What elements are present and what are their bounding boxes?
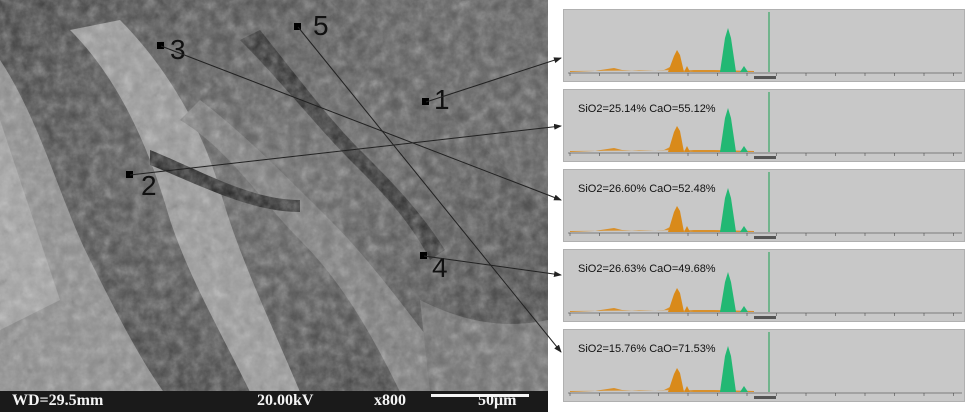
magnification: x800 [374, 392, 406, 409]
spectrum-ca-peak [668, 126, 684, 152]
spectrum-ca-peak [668, 288, 684, 312]
spectrum-plot [568, 12, 962, 79]
marker-label-4: 4 [432, 252, 448, 283]
spectrum-main-peak [720, 272, 736, 312]
spectrum-main-peak [720, 346, 736, 392]
spectrum-secondary-peak [740, 146, 748, 152]
spectrum-plot [568, 332, 962, 399]
scale-bar [431, 394, 529, 397]
marker-point-1 [422, 98, 429, 105]
spectrum-composition: SiO2=26.60% CaO=52.48% [578, 183, 716, 195]
spectrum-composition: SiO2=25.14% CaO=55.12% [578, 103, 716, 115]
spectrum-orange-band [570, 65, 754, 72]
spectrum-footer [754, 316, 776, 319]
spectrum-footer [754, 236, 776, 239]
spectrum-orange-band [570, 225, 754, 232]
accelerating-voltage: 20.00kV [257, 392, 314, 409]
spectrum-plot [568, 172, 962, 239]
marker-point-4 [420, 252, 427, 259]
spectrum-main-peak [720, 108, 736, 152]
spectrum-main-peak [720, 188, 736, 232]
spectrum-orange-band [570, 145, 754, 152]
marker-label-3: 3 [170, 34, 186, 65]
spectrum-secondary-peak [740, 306, 748, 312]
spectrum-minor-peak [684, 66, 690, 72]
spectrum-ca-peak [668, 206, 684, 232]
spectrum-composition: SiO2=26.63% CaO=49.68% [578, 263, 716, 275]
spectrum-secondary-peak [740, 66, 748, 72]
spectrum-minor-peak [684, 226, 690, 232]
spectrum-minor-peak [684, 146, 690, 152]
spectrum-plot [568, 92, 962, 159]
spectrum-secondary-peak [740, 386, 748, 392]
marker-point-2 [126, 171, 133, 178]
eds-spectrum-5: SiO2=15.76% CaO=71.53% [563, 329, 965, 402]
marker-point-3 [157, 42, 164, 49]
spectrum-ca-peak [668, 368, 684, 392]
sem-caption-bar: WD=29.5mm 20.00kV x800 50μm [0, 391, 548, 412]
spectrum-orange-band [570, 385, 754, 392]
spectrum-footer [754, 396, 776, 399]
eds-spectrum-4: SiO2=26.63% CaO=49.68% [563, 249, 965, 322]
sem-texture [0, 0, 548, 412]
marker-label-2: 2 [141, 170, 157, 201]
marker-point-5 [294, 23, 301, 30]
spectrum-footer [754, 76, 776, 79]
working-distance: WD=29.5mm [12, 392, 104, 409]
spectrum-secondary-peak [740, 226, 748, 232]
eds-spectrum-3: SiO2=26.60% CaO=52.48% [563, 169, 965, 242]
marker-label-1: 1 [434, 84, 450, 115]
spectrum-footer [754, 156, 776, 159]
spectrum-composition: SiO2=15.76% CaO=71.53% [578, 343, 716, 355]
spectrum-plot [568, 252, 962, 319]
spectrum-ca-peak [668, 50, 684, 72]
spectrum-main-peak [720, 28, 736, 72]
sem-micrograph: 1 2 3 4 5 WD=29.5mm 20.00kV x800 50μm [0, 0, 548, 412]
spectrum-orange-band [570, 305, 754, 312]
marker-label-5: 5 [313, 10, 329, 41]
eds-spectrum-1 [563, 9, 965, 82]
spectrum-minor-peak [684, 386, 690, 392]
eds-spectrum-2: SiO2=25.14% CaO=55.12% [563, 89, 965, 162]
spectrum-minor-peak [684, 306, 690, 312]
